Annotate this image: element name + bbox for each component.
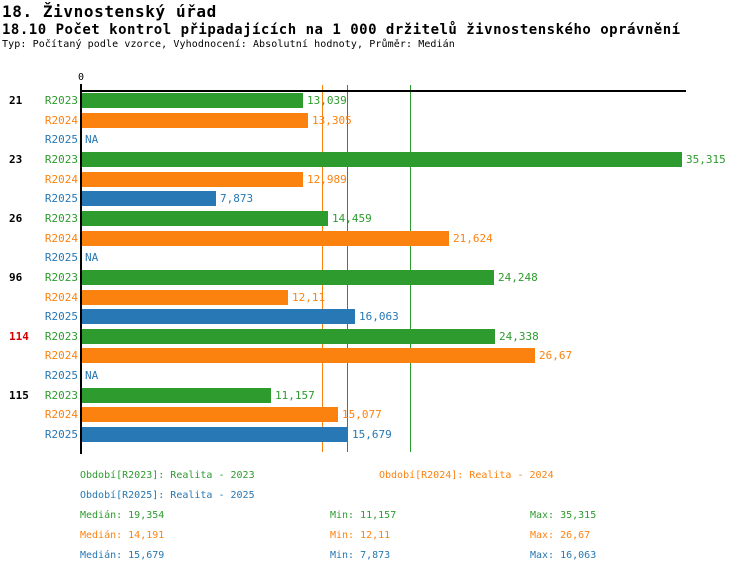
bar-21-r2023 (82, 93, 303, 108)
series-label-114-r2024: R2024 (44, 349, 78, 362)
bar-value-21-r2023: 13,039 (307, 94, 347, 107)
bar-23-r2024 (82, 172, 303, 187)
group-label-21: 21 (9, 94, 23, 107)
bar-value-115-r2025: 15,679 (352, 428, 392, 441)
series-label-96-r2023: R2023 (44, 271, 78, 284)
y-axis-line (80, 84, 82, 454)
series-label-23-r2025: R2025 (44, 192, 78, 205)
median-line-r2024 (322, 85, 323, 452)
bar-value-96-r2024: 12,11 (292, 291, 326, 304)
na-label-26-r2025: NA (85, 251, 99, 264)
bar-114-r2023 (82, 329, 495, 344)
series-label-21-r2024: R2024 (44, 114, 78, 127)
series-label-26-r2023: R2023 (44, 212, 78, 225)
series-label-26-r2025: R2025 (44, 251, 78, 264)
group-label-26: 26 (9, 212, 23, 225)
legend-item-r2025: Období[R2025]: Realita - 2025 (80, 490, 255, 501)
na-label-21-r2025: NA (85, 133, 99, 146)
series-label-23-r2023: R2023 (44, 153, 78, 166)
bar-value-114-r2023: 24,338 (499, 330, 539, 343)
stat-max-r2023: Max: 35,315 (530, 510, 597, 521)
legend-item-r2024: Období[R2024]: Realita - 2024 (379, 470, 554, 481)
bar-value-21-r2024: 13,305 (312, 114, 352, 127)
bar-value-96-r2023: 24,248 (498, 271, 538, 284)
series-label-114-r2023: R2023 (44, 330, 78, 343)
series-label-115-r2025: R2025 (44, 428, 78, 441)
bar-96-r2023 (82, 270, 494, 285)
bar-value-23-r2025: 7,873 (220, 192, 254, 205)
bar-23-r2023 (82, 152, 682, 167)
stat-median-r2023: Medián: 19,354 (80, 510, 165, 521)
bar-value-114-r2024: 26,67 (539, 349, 573, 362)
series-label-21-r2025: R2025 (44, 133, 78, 146)
series-label-21-r2023: R2023 (44, 94, 78, 107)
bar-21-r2024 (82, 113, 308, 128)
bar-23-r2025 (82, 191, 216, 206)
chart-meta-line: Typ: Počítaný podle vzorce, Vyhodnocení:… (2, 39, 455, 50)
series-label-96-r2024: R2024 (44, 291, 78, 304)
series-label-23-r2024: R2024 (44, 173, 78, 186)
group-label-115: 115 (9, 389, 29, 402)
bar-115-r2024 (82, 407, 338, 422)
group-label-114: 114 (9, 330, 29, 343)
bar-114-r2024 (82, 348, 535, 363)
bar-96-r2025 (82, 309, 355, 324)
stat-min-r2023: Min: 11,157 (330, 510, 397, 521)
stat-median-r2024: Medián: 14,191 (80, 530, 165, 541)
stat-max-r2024: Max: 26,67 (530, 530, 591, 541)
stat-max-r2025: Max: 16,063 (530, 550, 597, 561)
series-label-115-r2023: R2023 (44, 389, 78, 402)
series-label-114-r2025: R2025 (44, 369, 78, 382)
x-axis-line (80, 90, 686, 92)
median-line-r2025 (347, 85, 348, 452)
stat-min-r2024: Min: 12,11 (330, 530, 391, 541)
bar-value-26-r2023: 14,459 (332, 212, 372, 225)
group-label-23: 23 (9, 153, 23, 166)
legend-item-r2023: Období[R2023]: Realita - 2023 (80, 470, 255, 481)
bar-value-115-r2023: 11,157 (275, 389, 315, 402)
chart-subtitle: 18.10 Počet kontrol připadajících na 1 0… (2, 22, 681, 38)
bar-value-96-r2025: 16,063 (359, 310, 399, 323)
group-label-96: 96 (9, 271, 23, 284)
series-label-96-r2025: R2025 (44, 310, 78, 323)
bar-26-r2023 (82, 211, 328, 226)
bar-value-23-r2023: 35,315 (686, 153, 726, 166)
bar-96-r2024 (82, 290, 288, 305)
stat-min-r2025: Min: 7,873 (330, 550, 391, 561)
bar-26-r2024 (82, 231, 449, 246)
series-label-26-r2024: R2024 (44, 232, 78, 245)
bar-115-r2023 (82, 388, 271, 403)
na-label-114-r2025: NA (85, 369, 99, 382)
page-title: 18. Živnostenský úřad (2, 2, 217, 21)
series-label-115-r2024: R2024 (44, 408, 78, 421)
bar-value-115-r2024: 15,077 (342, 408, 382, 421)
median-line-r2023 (410, 85, 411, 452)
bar-value-26-r2024: 21,624 (453, 232, 493, 245)
bar-value-23-r2024: 12,989 (307, 173, 347, 186)
bar-115-r2025 (82, 427, 348, 442)
stat-median-r2025: Medián: 15,679 (80, 550, 165, 561)
x-axis-zero-label: 0 (77, 72, 85, 83)
